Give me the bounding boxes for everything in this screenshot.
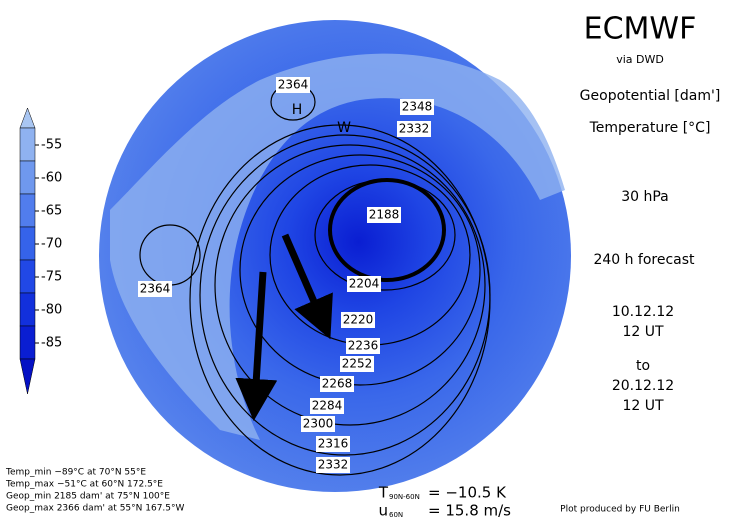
colorbar-segment (19, 226, 36, 261)
contour-label: 2316 (318, 437, 349, 451)
contour-label-box (400, 99, 434, 115)
contour-label: 2300 (303, 417, 334, 431)
field: Temperature [°C] (589, 120, 711, 136)
contour-label-box (347, 276, 381, 292)
contour-label: 2236 (348, 339, 379, 353)
contour-label-box (397, 121, 431, 137)
colorbar-segment (19, 160, 36, 195)
stat-line: Geop_max 2366 dam' at 55°N 167.5°W (6, 504, 185, 514)
contour-label-box (310, 398, 344, 414)
colorbar-end (19, 107, 36, 129)
colorbar-segment (19, 259, 36, 294)
contour-label-box (346, 338, 380, 354)
contour-label: 2332 (399, 122, 430, 136)
colorbar-label: -80 (41, 303, 62, 318)
contour-label-box (301, 416, 335, 432)
colorbar-label: -65 (41, 204, 62, 219)
colorbar-label: -85 (41, 336, 62, 351)
contour-label: 2188 (369, 208, 400, 222)
index-value: = 15.8 m/s (428, 502, 511, 520)
contour-label: 2364 (278, 78, 309, 92)
map-label: W (337, 120, 351, 136)
stat-line: Temp_min −89°C at 70°N 55°E (5, 468, 146, 478)
valid-time: 12 UT (622, 324, 664, 340)
valid-time: 20.12.12 (612, 378, 674, 394)
contour-label: 2204 (349, 277, 380, 291)
forecast: 240 h forecast (593, 252, 695, 268)
contour-label-box (316, 436, 350, 452)
index-symbol: T (378, 484, 389, 502)
stat-line: Temp_max −51°C at 60°N 172.5°E (5, 480, 163, 490)
subtitle: via DWD (616, 53, 664, 66)
colorbar-segment (19, 292, 36, 327)
colorbar-end (19, 358, 36, 395)
colorbar: -55 -60 -65 -70 -75 -80 -85 (19, 107, 62, 395)
valid-time: 12 UT (622, 398, 664, 414)
contour-label: 2284 (312, 399, 343, 413)
index-value: = −10.5 K (428, 484, 507, 502)
stat-line: Geop_min 2185 dam' at 75°N 100°E (6, 492, 170, 502)
contour-label-box (341, 312, 375, 328)
field: Geopotential [dam'] (580, 88, 721, 104)
credit: Plot produced by FU Berlin (560, 505, 680, 515)
colorbar-label: -60 (41, 171, 62, 186)
title: ECMWF (584, 12, 697, 47)
contour-label: 2364 (140, 282, 171, 296)
level: 30 hPa (621, 189, 669, 205)
colorbar-label: -55 (41, 138, 62, 153)
contour-label-box (138, 281, 172, 297)
contour-label: 2268 (322, 377, 353, 391)
contour-label-box (276, 77, 310, 93)
contour-label-box (340, 356, 374, 372)
index-sub: 60N (389, 511, 403, 519)
index-sub: 90N-60N (389, 493, 420, 501)
colorbar-label: -75 (41, 270, 62, 285)
contour-label-box (367, 207, 401, 223)
index-symbol: u (378, 502, 388, 520)
valid-time: 10.12.12 (612, 304, 674, 320)
colorbar-segment (19, 325, 36, 360)
labels: ECMWF via DWD Geopotential [dam'] Temperatu… (5, 12, 720, 520)
contour-label: 2348 (402, 100, 433, 114)
map-disk (99, 20, 571, 492)
valid-time: to (636, 358, 650, 374)
colorbar-segment (19, 193, 36, 228)
contour-label: 2332 (318, 458, 349, 472)
contour-label: 2252 (342, 357, 373, 371)
contour-label-box (316, 457, 350, 473)
contour-label-box (320, 376, 354, 392)
contour-label: 2220 (343, 313, 374, 327)
colorbar-label: -70 (41, 237, 62, 252)
colorbar-segment (19, 127, 36, 162)
map-label: H (292, 102, 303, 118)
